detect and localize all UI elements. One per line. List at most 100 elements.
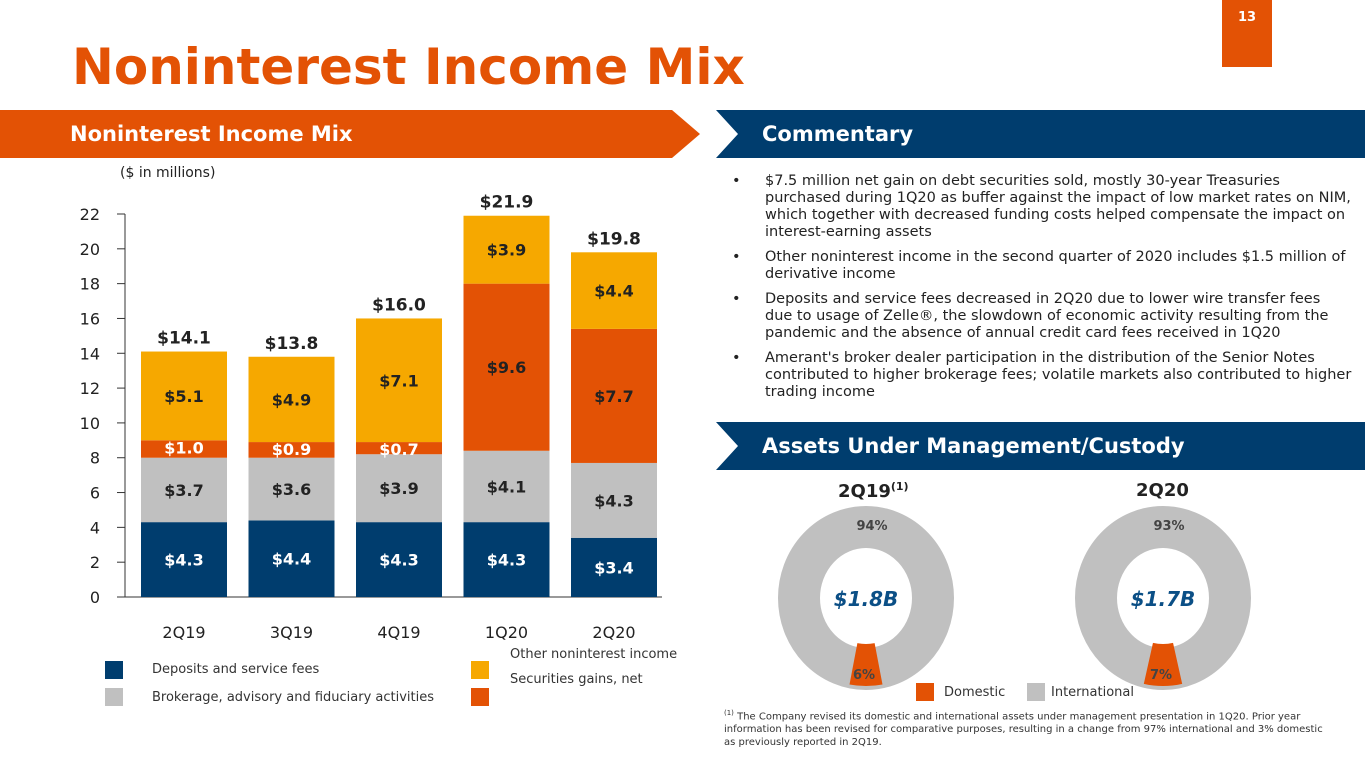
total-label: $21.9 [480, 193, 534, 213]
data-label: $4.9 [272, 390, 311, 409]
y-tick-label: 20 [80, 240, 100, 259]
y-tick-label: 8 [90, 449, 100, 468]
y-tick-label: 12 [80, 379, 100, 398]
y-tick-label: 10 [80, 414, 100, 433]
legend-label: Brokerage, advisory and fiduciary activi… [152, 690, 435, 705]
footnote: (1) The Company revised its domestic and… [724, 707, 1324, 749]
section-header-income-mix: Noninterest Income Mix [0, 110, 700, 158]
x-tick-label: 4Q19 [377, 623, 420, 642]
data-label: $3.9 [487, 241, 526, 260]
bar-segment [248, 442, 335, 458]
data-label: $4.4 [272, 550, 311, 569]
y-tick-label: 0 [90, 588, 100, 607]
aum-total: $1.7B [1131, 587, 1196, 611]
legend-label: Securities gains, net [510, 672, 643, 687]
legend-label: Domestic [944, 685, 1006, 700]
bar-segment [463, 522, 550, 597]
data-label: $1.0 [164, 438, 203, 457]
data-label: $5.1 [164, 387, 203, 406]
data-label: $9.6 [487, 358, 526, 377]
commentary-item: Other noninterest income in the second q… [732, 249, 1352, 283]
y-tick-label: 14 [80, 344, 100, 363]
bar-segment [571, 328, 657, 463]
bar-segment [141, 440, 227, 458]
data-label: $4.3 [379, 551, 418, 570]
data-label: $4.4 [594, 282, 633, 301]
bar-segment [571, 252, 657, 329]
section-header-aum: Assets Under Management/Custody [716, 422, 1365, 470]
commentary-item: $7.5 million net gain on debt securities… [732, 173, 1352, 241]
bar-segment [356, 454, 442, 523]
bar-segment [248, 520, 335, 597]
legend-swatch-other [471, 661, 489, 679]
x-tick-label: 3Q19 [270, 623, 313, 642]
y-tick-label: 22 [80, 205, 100, 224]
legend-swatch-international [1027, 683, 1045, 701]
donut-title-2q20: 2Q20 [1136, 480, 1189, 501]
bar-segment [248, 457, 335, 521]
bar-segment [141, 351, 227, 441]
aum-total: $1.8B [834, 587, 899, 611]
total-label: $14.1 [157, 329, 211, 349]
domestic-slice [1143, 642, 1183, 686]
bar-segment [248, 356, 335, 443]
bar-segment [463, 283, 550, 451]
total-label: $16.0 [372, 295, 426, 315]
international-pct-label: 94% [856, 519, 887, 534]
legend-label: Deposits and service fees [152, 662, 320, 677]
footnote-mark: (1) [724, 709, 734, 717]
stacked-bar-chart: 0 2 4 6 8 10 12 14 16 18 20 22 2Q19 $4.3 $3.7 $1.0 $5.1 $… [80, 193, 662, 642]
y-tick-label: 4 [90, 518, 100, 537]
y-tick-label: 18 [80, 275, 100, 294]
bar-segment [463, 215, 550, 284]
y-tick-label: 16 [80, 309, 100, 328]
data-label: $4.3 [487, 551, 526, 570]
donut-title-2q19: 2Q19(1) [838, 480, 909, 502]
data-label: $3.4 [594, 558, 633, 577]
data-label: $4.3 [164, 551, 203, 570]
footnote-ref: (1) [890, 480, 909, 493]
data-label: $3.6 [272, 480, 311, 499]
x-tick-label: 2Q19 [162, 623, 205, 642]
bar-segment [356, 442, 442, 455]
section-header-commentary: Commentary [716, 110, 1365, 158]
x-tick-label: 2Q20 [592, 623, 635, 642]
bar-segment [463, 450, 550, 523]
donut-title-text: 2Q19 [838, 481, 891, 502]
data-label: $3.9 [379, 479, 418, 498]
legend-swatch-securities [471, 688, 489, 706]
y-tick-label: 6 [90, 484, 100, 503]
data-label: $3.7 [164, 481, 203, 500]
legend-swatch-deposits [105, 661, 123, 679]
page-title: Noninterest Income Mix [72, 38, 745, 96]
data-label: $4.1 [487, 477, 526, 496]
data-label: $4.3 [594, 491, 633, 510]
data-label: $7.7 [594, 387, 633, 406]
x-tick-label: 1Q20 [485, 623, 528, 642]
total-label: $13.8 [265, 334, 319, 354]
commentary-item: Deposits and service fees decreased in 2… [732, 291, 1352, 342]
bar-segment [141, 457, 227, 523]
domestic-slice [849, 643, 883, 686]
legend-label: International [1051, 685, 1134, 700]
footnote-text: The Company revised its domestic and int… [724, 711, 1323, 749]
total-label: $19.8 [587, 229, 641, 249]
domestic-pct-label: 6% [853, 668, 875, 683]
data-label: $0.7 [379, 440, 418, 459]
legend-swatch-brokerage [105, 688, 123, 706]
international-pct-label: 93% [1153, 519, 1184, 534]
y-tick-label: 2 [90, 553, 100, 572]
bar-segment [356, 522, 442, 597]
data-label: $0.9 [272, 440, 311, 459]
legend-label: Other noninterest income [510, 647, 678, 662]
aum-donut-charts: 94% 6% $1.8B 93% 7% $1.7B [778, 506, 1251, 690]
bar-segment [571, 462, 657, 538]
bar-segment [356, 318, 442, 443]
bar-segment [141, 522, 227, 597]
units-label: ($ in millions) [120, 165, 216, 181]
bar-segment [571, 537, 657, 597]
commentary-item: Amerant's broker dealer participation in… [732, 350, 1352, 401]
domestic-pct-label: 7% [1150, 668, 1172, 683]
data-label: $7.1 [379, 371, 418, 390]
commentary-list: $7.5 million net gain on debt securities… [732, 173, 1352, 409]
